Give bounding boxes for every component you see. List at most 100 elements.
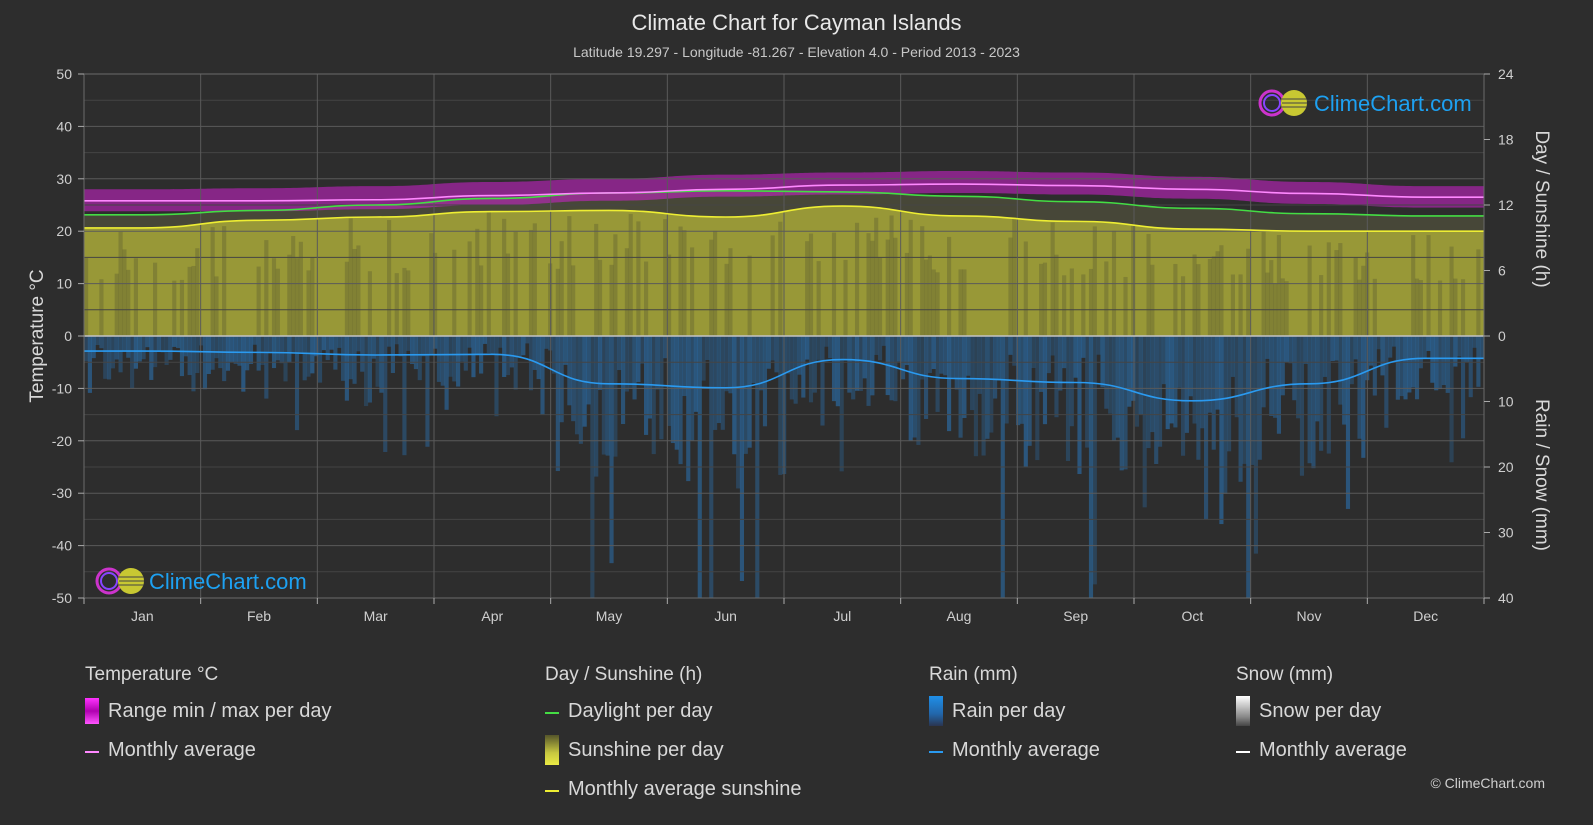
rain-day-bar <box>344 336 349 401</box>
sunshine-avg-line <box>84 205 1484 233</box>
rain-day-bar <box>693 336 698 412</box>
rain-day-bar <box>498 336 503 348</box>
rain-day-bar <box>379 336 384 393</box>
rain-day-bar <box>943 336 948 376</box>
line-swatch <box>545 712 559 714</box>
sunshine-day-bar <box>816 261 821 336</box>
copyright: © ClimeChart.com <box>1430 775 1545 791</box>
rain-day-bar <box>889 336 894 401</box>
rain-day-bar <box>973 336 978 457</box>
legend-label: Rain per day <box>952 700 1066 722</box>
rain-day-bar <box>1027 336 1032 446</box>
rain-day-bar <box>260 336 265 366</box>
rain-day-bar <box>586 336 591 405</box>
sunshine-day-bar <box>709 239 714 336</box>
legend-snow: Snow (mm) Snow per day Monthly average <box>1236 664 1407 778</box>
sunshine-day-bar <box>1039 263 1044 336</box>
rain-day-bar <box>1200 336 1205 429</box>
rain-day-bar <box>314 336 319 357</box>
sunshine-day-bar <box>1081 274 1086 336</box>
sunshine-day-bar <box>1211 256 1216 336</box>
sunshine-day-bar <box>122 249 127 336</box>
rain-day-bar <box>701 336 706 381</box>
rain-day-bar <box>843 336 848 361</box>
sunshine-day-bar <box>805 241 810 336</box>
rain-day-bar <box>348 336 353 380</box>
y-tick-label: -20 <box>52 433 72 449</box>
sunshine-day-bar <box>1338 243 1343 336</box>
rain-day-bar <box>168 336 173 360</box>
rain-day-bar <box>1131 336 1136 401</box>
rain-day-bar <box>1054 336 1059 418</box>
rain-day-bar <box>294 336 300 431</box>
rain-day-bar <box>759 336 764 391</box>
rain-day-bar <box>1184 336 1189 433</box>
sunshine-day-bar <box>191 265 196 336</box>
sunshine-day-bar <box>528 229 534 336</box>
legend-label: Monthly average sunshine <box>568 778 802 800</box>
rain-day-bar <box>1031 336 1036 369</box>
sunshine-day-bar <box>1012 216 1017 336</box>
sunshine-day-bar <box>1023 241 1028 336</box>
rain-day-bar <box>183 336 188 357</box>
x-tick-label: Jul <box>833 608 851 624</box>
rain-day-bar <box>1384 336 1389 428</box>
y2-tick-label: 24 <box>1498 66 1514 82</box>
rain-day-bar <box>1319 336 1324 451</box>
rain-day-bar <box>287 336 292 362</box>
rain-day-bar <box>179 336 185 377</box>
rain-day-bar <box>1169 336 1174 424</box>
legend-label: Monthly average <box>108 739 256 761</box>
rain-day-bar <box>720 336 725 430</box>
rain-day-bar <box>145 336 150 348</box>
rain-day-bar <box>1426 336 1431 351</box>
rain-day-bar <box>674 336 679 450</box>
rain-day-bar <box>874 336 879 355</box>
rain-day-bar <box>724 336 729 392</box>
rain-day-bar <box>1100 336 1105 388</box>
rain-day-bar <box>459 336 465 362</box>
sunshine-day-bar <box>1042 262 1048 336</box>
daylight-line <box>84 190 1484 217</box>
sunshine-day-bar <box>356 245 361 336</box>
rain-day-bar <box>191 336 196 392</box>
rain-day-bar <box>1296 336 1301 419</box>
rain-day-bar <box>291 336 296 353</box>
sunshine-day-bar <box>1050 222 1055 336</box>
sunshine-day-bar <box>264 240 269 336</box>
sunshine-day-bar <box>187 266 192 336</box>
rain-day-bar <box>126 336 131 358</box>
rain-day-bar <box>118 336 123 373</box>
rain-day-bar <box>678 336 683 465</box>
y2-tick-label: 6 <box>1498 263 1506 279</box>
sunshine-day-bar <box>479 265 484 336</box>
y-tick-label: 30 <box>56 171 72 187</box>
sunshine-day-bar <box>306 270 311 336</box>
rain-day-bar <box>1434 336 1439 391</box>
sunshine-day-bar <box>1411 235 1416 336</box>
logo-icon <box>95 567 144 595</box>
rain-day-bar <box>789 336 794 400</box>
rain-day-bar <box>682 336 687 397</box>
x-tick-label: Mar <box>364 608 388 624</box>
rain-day-bar <box>801 336 806 398</box>
rain-day-bar <box>870 336 875 396</box>
rain-day-bar <box>617 336 622 371</box>
rain-day-bar <box>785 336 791 374</box>
rain-day-bar <box>1380 336 1385 376</box>
sunshine-day-bar <box>1131 225 1136 336</box>
rain-day-bar <box>99 336 104 349</box>
rain-day-bar <box>881 336 886 346</box>
rain-day-bar <box>1012 336 1017 366</box>
rain-day-bar <box>1338 336 1343 405</box>
rain-day-bar <box>279 336 284 364</box>
rain-day-bar <box>862 336 867 379</box>
sunshine-day-bar <box>663 219 668 336</box>
rain-day-bar <box>993 336 998 399</box>
y-tick-label: 0 <box>64 328 72 344</box>
sunshine-day-bar <box>690 247 695 336</box>
sunshine-day-bar <box>808 233 814 336</box>
rain-day-bar <box>440 336 445 386</box>
rain-day-bar <box>463 336 468 371</box>
x-tick-label: Sep <box>1063 608 1088 624</box>
